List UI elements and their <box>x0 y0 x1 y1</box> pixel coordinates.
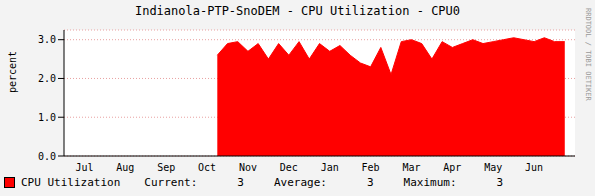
html-text:RRDTOOL / TOBI OETIKER: RRDTOOL / TOBI OETIKER <box>584 8 592 101</box>
svg-text:Aug: Aug <box>116 162 134 173</box>
svg-text:Apr: Apr <box>443 162 461 173</box>
svg-text:Nov: Nov <box>239 162 257 173</box>
svg-text:3.0: 3.0 <box>38 34 56 45</box>
svg-text:1.0: 1.0 <box>38 112 56 123</box>
html-text:Maximum:: Maximum: <box>403 176 457 189</box>
svg-text:Jun: Jun <box>525 162 543 173</box>
svg-text:percent: percent <box>8 51 18 93</box>
svg-text:2.0: 2.0 <box>38 73 56 84</box>
html-text:Indianola-PTP-SnoDEM - CPU Uti: Indianola-PTP-SnoDEM - CPU Utilization -… <box>134 4 460 18</box>
svg-text:0.0: 0.0 <box>38 151 56 162</box>
svg-text:Jan: Jan <box>321 162 339 173</box>
svg-text:May: May <box>484 162 502 173</box>
svg-text:Mar: Mar <box>402 162 420 173</box>
html-text:3: 3 <box>366 176 374 189</box>
html-text:3: 3 <box>496 176 504 189</box>
svg-text:Feb: Feb <box>362 162 380 173</box>
svg-text:Sep: Sep <box>157 162 175 173</box>
html-text:3: 3 <box>237 176 244 189</box>
html-text:CPU Utilization: CPU Utilization <box>21 176 121 189</box>
svg-text:Oct: Oct <box>198 162 216 173</box>
svg-text:Dec: Dec <box>280 162 298 173</box>
html-text:Average:: Average: <box>274 176 327 189</box>
svg-text:Jul: Jul <box>75 162 93 173</box>
html-text:Current:: Current: <box>144 176 198 189</box>
